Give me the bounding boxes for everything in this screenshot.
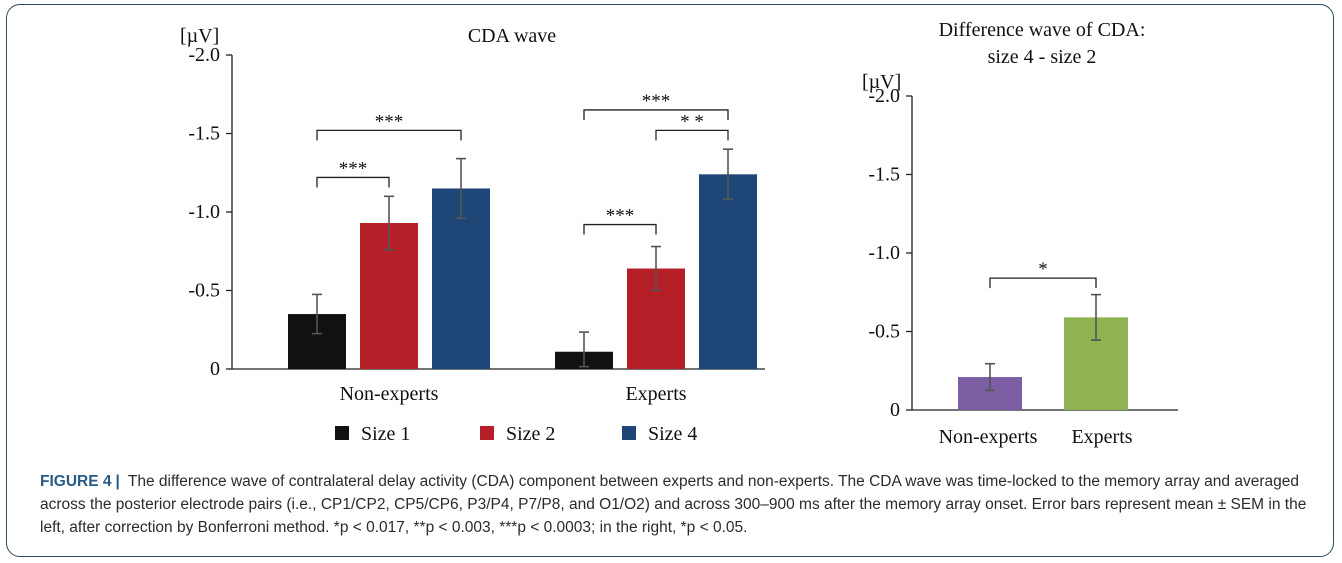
left-y-tick-label: -1.5 (188, 123, 220, 145)
significance-bracket: *** (583, 91, 729, 120)
left-significance-brackets: *** *** *** * * *** (316, 91, 729, 235)
figure-charts: CDA wave [µV] 0-0.5-1.0-1.5-2.0 ********… (180, 19, 1178, 448)
error-bar (456, 157, 466, 220)
left-bars (288, 148, 757, 369)
right-y-tick-label: -1.5 (868, 164, 900, 186)
left-y-ticks: 0 -0.5 -1.0 -1.5 -2.0 (188, 44, 232, 380)
right-y-tick-label: -0.5 (868, 321, 900, 343)
legend-label: Size 1 (361, 423, 410, 445)
right-axes (911, 96, 1178, 411)
right-bars (958, 293, 1128, 410)
left-y-tick-label: -2.0 (188, 44, 220, 66)
error-bar (312, 293, 322, 335)
legend-swatch (335, 426, 349, 440)
significance-bracket: * (989, 259, 1097, 289)
error-bar (985, 362, 995, 392)
error-bar (651, 245, 661, 292)
significance-bracket: * * (655, 111, 729, 141)
figure-caption: FIGURE 4 | The difference wave of contral… (40, 470, 1320, 539)
left-x-label-experts: Experts (625, 383, 686, 405)
left-chart-title: CDA wave (468, 25, 556, 47)
significance-bracket-label: * (1038, 259, 1048, 280)
right-significance-brackets: * (989, 259, 1097, 289)
difference-wave-chart: Difference wave of CDA: size 4 - size 2 … (862, 19, 1178, 448)
caption-text: The difference wave of contralateral del… (40, 473, 1307, 536)
caption-separator: | (115, 473, 120, 490)
right-y-axis-unit: [µV] (862, 71, 901, 93)
significance-bracket-label: *** (339, 158, 368, 179)
right-y-tick-label: -2.0 (868, 85, 900, 107)
error-bar (1091, 293, 1101, 341)
significance-bracket-line (655, 129, 729, 141)
error-bar (384, 195, 394, 251)
error-bar (723, 148, 733, 201)
significance-bracket-label: *** (606, 206, 635, 227)
right-y-ticks: 0 -0.5 -1.0 -1.5 -2.0 (868, 85, 912, 421)
significance-bracket-line (316, 176, 390, 188)
right-chart-subtitle: size 4 - size 2 (988, 46, 1097, 68)
cda-wave-chart: CDA wave [µV] 0-0.5-1.0-1.5-2.0 ********… (180, 25, 765, 445)
error-bar (579, 331, 589, 368)
right-y-tick-label: -1.0 (868, 242, 900, 264)
significance-bracket-line (989, 277, 1097, 289)
legend-item-size-2: Size 2 (480, 423, 555, 445)
bar-size-4-experts (699, 174, 757, 369)
right-x-labels: Non-experts Experts (939, 426, 1133, 448)
significance-bracket-label: *** (375, 111, 404, 132)
legend-label: Size 2 (506, 423, 555, 445)
legend-swatch (480, 426, 494, 440)
left-y-tick-label: -0.5 (188, 280, 220, 302)
legend-swatch (622, 426, 636, 440)
significance-bracket: *** (583, 206, 657, 235)
left-x-label-non-experts: Non-experts (340, 383, 439, 405)
right-y-tick-label: 0 (890, 399, 900, 421)
left-legend: Size 1 Size 2 Size 4 (335, 423, 697, 445)
left-y-tick-label: -1.0 (188, 201, 220, 223)
significance-bracket: *** (316, 158, 390, 188)
significance-bracket: *** (316, 111, 462, 141)
left-y-tick-label: 0 (210, 358, 220, 380)
right-x-label-experts: Experts (1071, 426, 1132, 448)
caption-figure-label: FIGURE 4 (40, 473, 112, 490)
significance-bracket-line (583, 109, 729, 120)
legend-item-size-4: Size 4 (622, 423, 697, 445)
left-y-axis-unit: [µV] (180, 25, 219, 47)
legend-label: Size 4 (648, 423, 697, 445)
significance-bracket-label: * * (680, 111, 704, 132)
significance-bracket-line (316, 129, 462, 141)
legend-item-size-1: Size 1 (335, 423, 410, 445)
significance-bracket-label: *** (642, 91, 671, 112)
right-chart-title: Difference wave of CDA: (939, 19, 1146, 41)
right-x-label-non-experts: Non-experts (939, 426, 1038, 448)
significance-bracket-line (583, 223, 657, 235)
left-x-labels: Non-experts Experts (340, 383, 687, 405)
